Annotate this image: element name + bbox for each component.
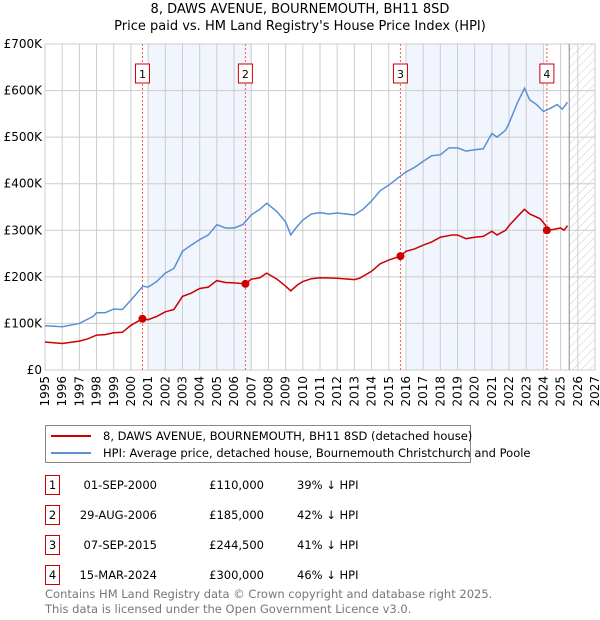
x-tick-label: 2014 — [365, 376, 379, 407]
sale-number: 1 — [45, 475, 60, 495]
sale-marker-box — [392, 63, 408, 84]
x-tick-label: 1997 — [72, 376, 86, 407]
x-tick-label: 2011 — [313, 376, 327, 407]
legend-swatch-red — [51, 435, 91, 437]
sale-hpi-diff: 42% ↓ HPI — [297, 508, 359, 522]
sale-date: 29-AUG-2006 — [79, 508, 157, 522]
property-price-line — [44, 208, 569, 345]
y-tick-label: £500K — [4, 130, 44, 144]
y-tick-label: £300K — [4, 223, 44, 237]
legend: 8, DAWS AVENUE, BOURNEMOUTH, BH11 8SD (d… — [45, 425, 531, 463]
sale-number: 4 — [45, 565, 60, 585]
sale-hpi-diff: 46% ↓ HPI — [297, 568, 359, 582]
sale-marker-label: 4 — [543, 68, 550, 81]
x-tick-label: 2025 — [554, 376, 568, 407]
sale-price: £185,000 — [209, 508, 264, 522]
sale-point — [138, 314, 147, 323]
sale-number: 3 — [45, 535, 60, 555]
y-tick-label: £700K — [4, 37, 44, 51]
y-tick-label: £0 — [27, 363, 42, 377]
y-tick-label: £400K — [4, 177, 44, 191]
legend-swatch-blue — [51, 452, 91, 454]
sale-hpi-diff: 39% ↓ HPI — [297, 478, 359, 492]
sale-price: £244,500 — [209, 538, 264, 552]
x-tick-label: 2006 — [227, 376, 241, 407]
x-tick-label: 2024 — [536, 376, 550, 407]
x-tick-label: 2008 — [261, 376, 275, 407]
x-tick-label: 2005 — [210, 376, 224, 407]
x-tick-label: 2009 — [279, 376, 293, 407]
plot-border — [44, 43, 596, 371]
footer-copyright: Contains HM Land Registry data © Crown c… — [45, 587, 493, 601]
x-tick-label: 2012 — [330, 376, 344, 407]
x-tick-label: 2018 — [433, 376, 447, 407]
sale-date: 07-SEP-2015 — [83, 538, 157, 552]
x-tick-label: 2001 — [141, 376, 155, 407]
y-tick-label: £200K — [4, 270, 44, 284]
y-tick-label: £100K — [4, 316, 44, 330]
sale-marker-label: 1 — [139, 68, 146, 81]
sale-price: £300,000 — [209, 568, 264, 582]
chart-title: 8, DAWS AVENUE, BOURNEMOUTH, BH11 8SD — [150, 2, 450, 17]
sale-row: 2 29-AUG-2006 £185,000 42% ↓ HPI — [45, 505, 445, 525]
x-tick-label: 2026 — [571, 376, 585, 407]
x-tick-label: 2003 — [176, 376, 190, 407]
sale-number: 2 — [45, 505, 60, 525]
sale-point — [396, 252, 405, 261]
footer-licence: This data is licensed under the Open Gov… — [45, 602, 412, 616]
x-tick-label: 1996 — [55, 376, 69, 407]
legend-item-property: 8, DAWS AVENUE, BOURNEMOUTH, BH11 8SD (d… — [46, 428, 472, 444]
hpi-line — [44, 86, 569, 328]
sale-price: £110,000 — [209, 478, 264, 492]
sale-marker-label: 2 — [242, 68, 249, 81]
x-tick-label: 2015 — [382, 376, 396, 407]
sale-row: 3 07-SEP-2015 £244,500 41% ↓ HPI — [45, 535, 445, 555]
x-tick-label: 2002 — [158, 376, 172, 407]
sale-hpi-diff: 41% ↓ HPI — [297, 538, 359, 552]
forecast-hatch — [569, 44, 595, 370]
x-tick-label: 2020 — [468, 376, 482, 407]
x-tick-label: 1998 — [90, 376, 104, 407]
sale-point — [542, 226, 551, 235]
x-tick-label: 2019 — [451, 376, 465, 407]
sale-date: 15-MAR-2024 — [79, 568, 157, 582]
sale-marker-box — [134, 63, 150, 84]
x-tick-label: 2017 — [416, 376, 430, 407]
price-chart: 1995 1996 1997 1998 1999 2000 2001 2002 2003 2004… — [4, 37, 600, 407]
x-tick-label: 1999 — [107, 376, 121, 407]
x-tick-label: 2016 — [399, 376, 413, 407]
sale-marker-box — [237, 63, 253, 84]
sale-row: 4 15-MAR-2024 £300,000 46% ↓ HPI — [45, 565, 445, 585]
sale-date: 01-SEP-2000 — [83, 478, 157, 492]
chart-subtitle: Price paid vs. HM Land Registry's House … — [114, 19, 486, 34]
x-tick-label: 2007 — [244, 376, 258, 407]
x-tick-label: 2027 — [588, 376, 600, 407]
legend-label: HPI: Average price, detached house, Bour… — [103, 446, 531, 460]
x-tick-label: 2013 — [347, 376, 361, 407]
legend-label: 8, DAWS AVENUE, BOURNEMOUTH, BH11 8SD (d… — [103, 429, 473, 443]
legend-item-hpi: HPI: Average price, detached house, Bour… — [46, 445, 531, 461]
sale-marker-box — [539, 63, 555, 84]
sale-point — [241, 279, 250, 288]
x-tick-label: 2022 — [502, 376, 516, 407]
x-tick-label: 2010 — [296, 376, 310, 407]
x-tick-label: 2023 — [519, 376, 533, 407]
x-tick-label: 2004 — [193, 376, 207, 407]
x-tick-label: 2021 — [485, 376, 499, 407]
sale-marker-label: 3 — [397, 68, 404, 81]
x-tick-label: 1995 — [38, 376, 52, 407]
x-tick-label: 2000 — [124, 376, 138, 407]
y-tick-label: £600K — [4, 84, 44, 98]
sale-row: 1 01-SEP-2000 £110,000 39% ↓ HPI — [45, 475, 445, 495]
